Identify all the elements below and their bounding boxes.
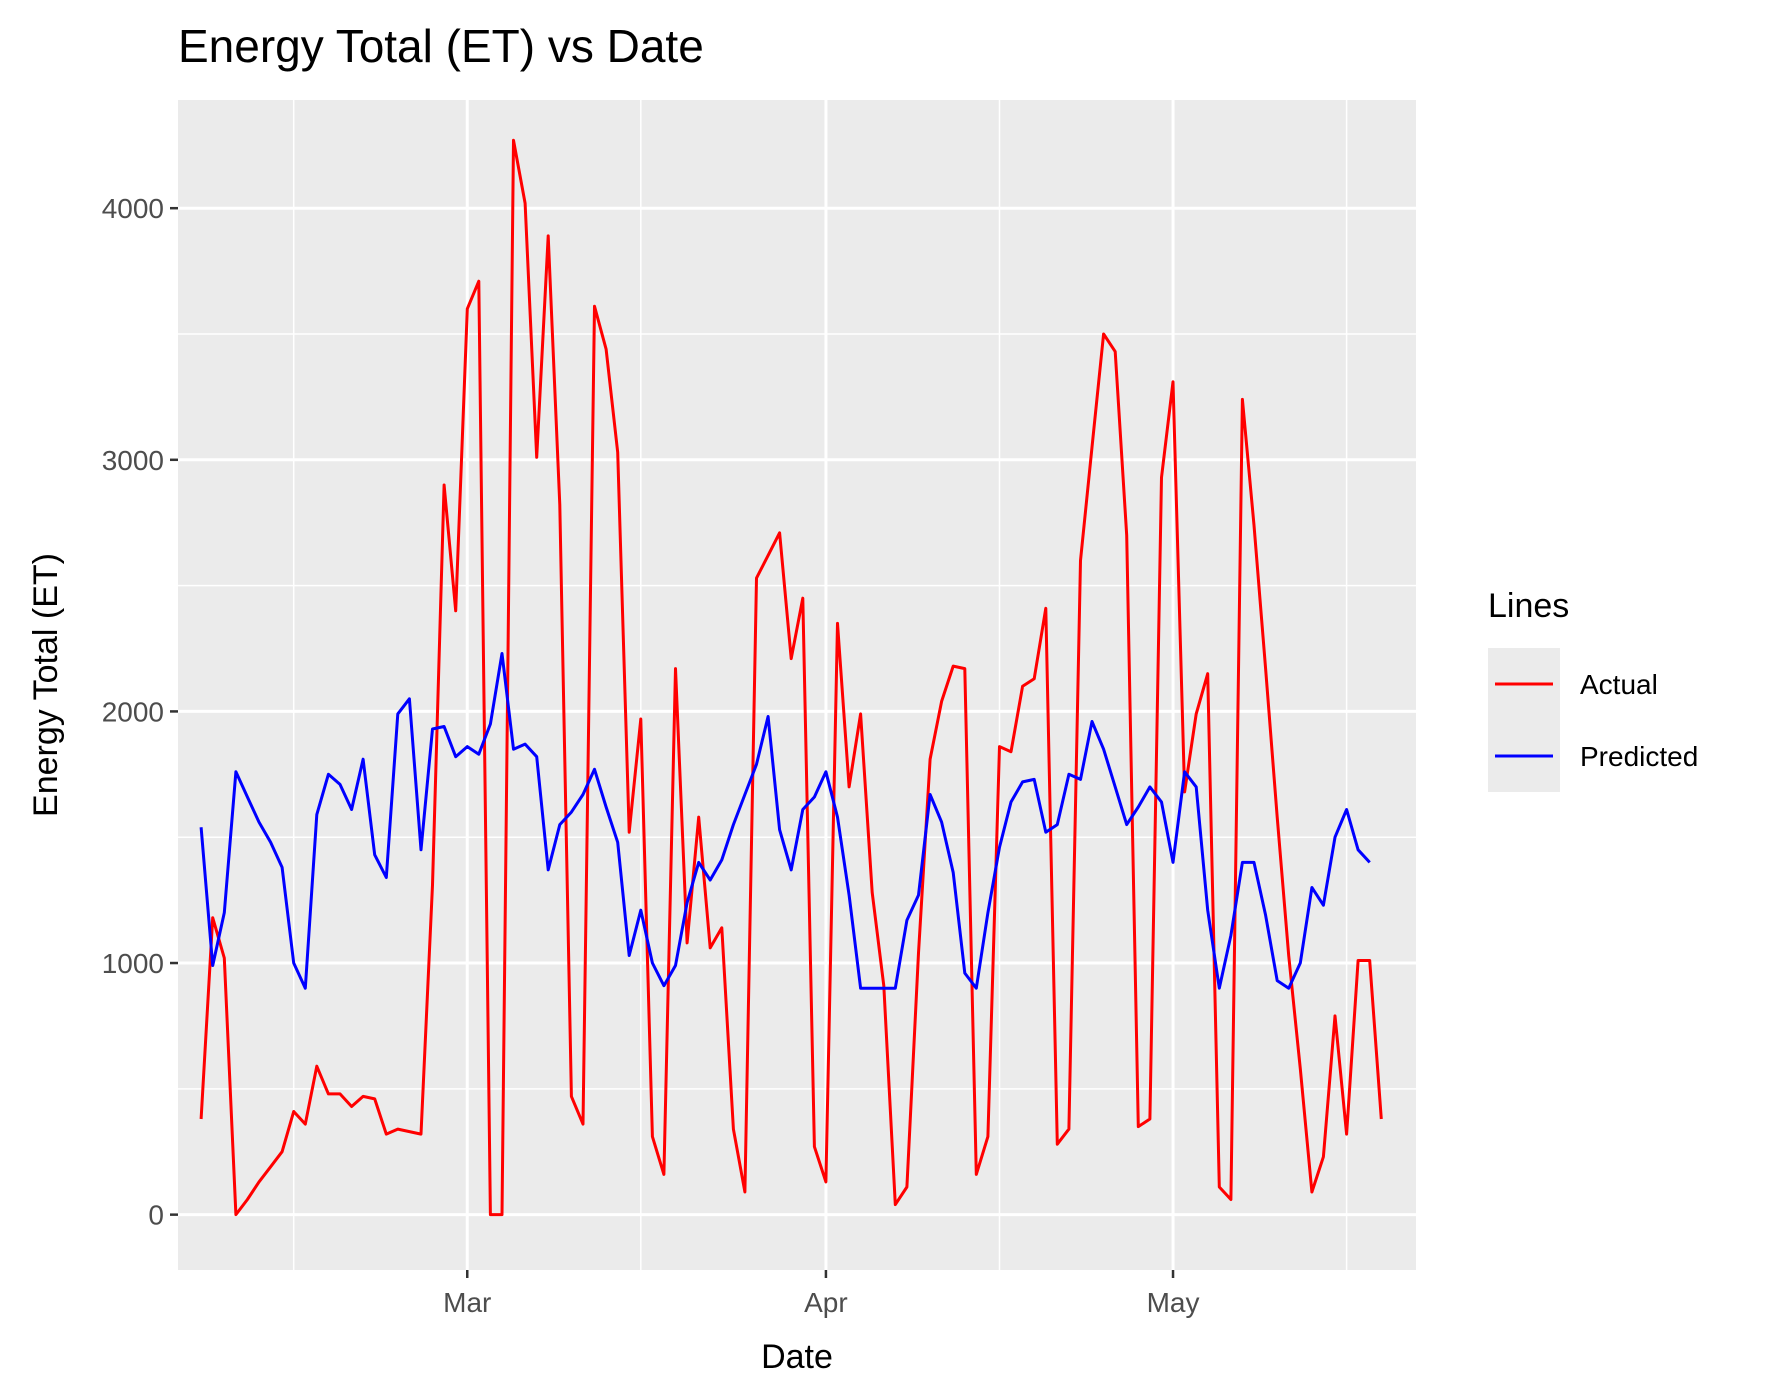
plot-panel xyxy=(178,100,1416,1270)
legend-label-actual: Actual xyxy=(1580,669,1658,700)
x-tick-label: May xyxy=(1147,1287,1200,1318)
y-tick-label: 0 xyxy=(148,1200,164,1231)
grid xyxy=(178,100,1416,1270)
legend-label-predicted: Predicted xyxy=(1580,741,1698,772)
y-tick-label: 4000 xyxy=(102,193,164,224)
x-tick-label: Mar xyxy=(443,1287,491,1318)
series-lines xyxy=(199,138,1383,1217)
x-axis-label: Date xyxy=(761,1338,833,1376)
legend: Lines Actual Predicted xyxy=(1488,587,1698,792)
series-line-predicted xyxy=(199,652,1371,990)
y-axis-ticks: 0 1000 2000 3000 4000 xyxy=(102,193,178,1231)
legend-title: Lines xyxy=(1488,587,1569,625)
legend-key-background xyxy=(1488,648,1560,792)
chart-title: Energy Total (ET) vs Date xyxy=(178,20,704,72)
series-line-actual xyxy=(199,138,1383,1217)
y-tick-label: 2000 xyxy=(102,696,164,727)
y-tick-label: 1000 xyxy=(102,948,164,979)
x-tick-label: Apr xyxy=(804,1287,848,1318)
x-axis-ticks: Mar Apr May xyxy=(443,1270,1199,1318)
y-tick-label: 3000 xyxy=(102,445,164,476)
y-axis-label: Energy Total (ET) xyxy=(27,553,65,817)
